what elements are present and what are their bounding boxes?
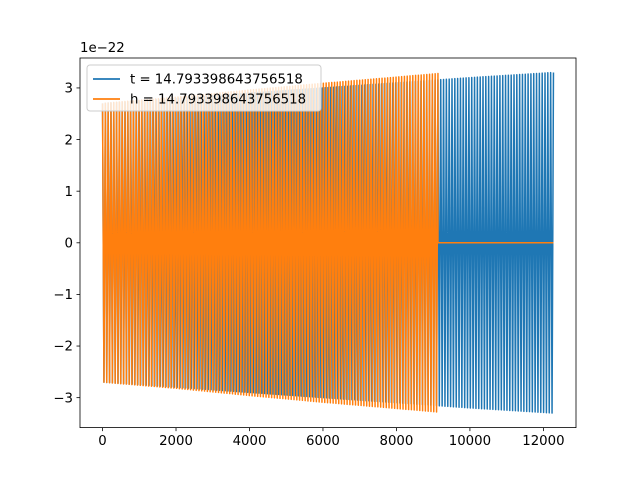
legend-label-2: h = 14.793398643756518 <box>130 93 306 108</box>
y-offset-text: 1e−22 <box>80 41 125 56</box>
legend-box <box>86 64 322 112</box>
x-tick-label: 10000 <box>449 434 491 449</box>
x-tick-label: 0 <box>98 434 106 449</box>
y-tick-label: 0 <box>65 237 73 252</box>
x-tick-label: 6000 <box>306 434 340 449</box>
legend-label-1: t = 14.793398643756518 <box>130 73 303 88</box>
y-axis: −3 −2 −1 0 1 2 3 <box>53 82 80 406</box>
series-layer <box>101 71 555 414</box>
x-tick-label: 2000 <box>159 434 193 449</box>
y-tick-label: −2 <box>53 340 73 355</box>
y-tick-label: −3 <box>53 391 73 406</box>
x-axis: 0 2000 4000 6000 8000 10000 12000 <box>98 427 565 449</box>
series-line-2 <box>101 72 554 413</box>
x-tick-label: 8000 <box>380 434 414 449</box>
legend: t = 14.793398643756518 h = 14.79339864375… <box>86 64 322 112</box>
x-tick-label: 4000 <box>233 434 267 449</box>
y-tick-label: 2 <box>65 133 73 148</box>
y-tick-label: 3 <box>65 82 73 97</box>
x-tick-label: 12000 <box>522 434 564 449</box>
y-tick-label: −1 <box>53 288 73 303</box>
y-tick-label: 1 <box>65 185 73 200</box>
